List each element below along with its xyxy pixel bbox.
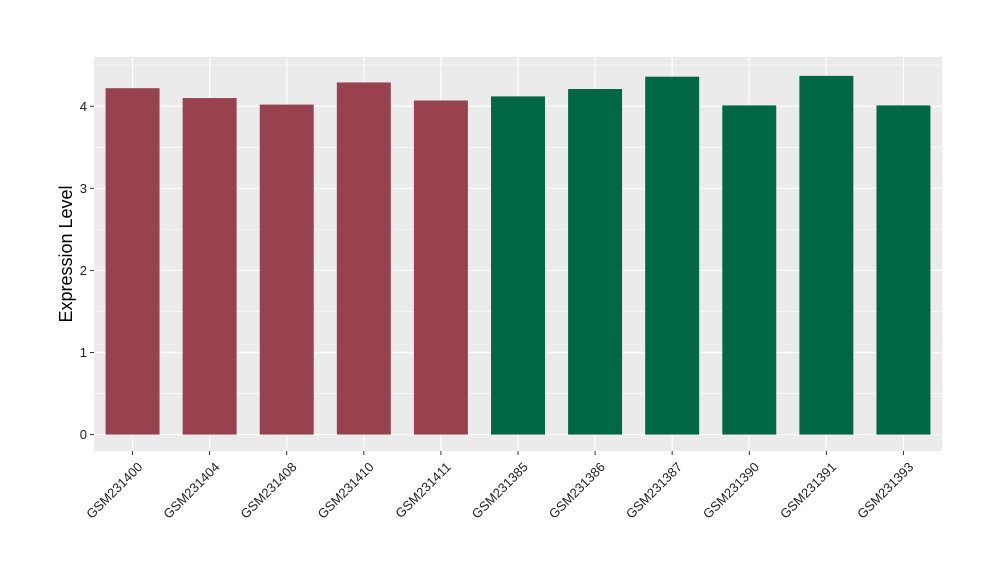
bar — [413, 100, 468, 435]
x-tick-label: GSM231404 — [160, 459, 222, 521]
bar — [722, 105, 777, 435]
x-axis: GSM231400 GSM231404 GSM231408 GSM231410 GSM2… — [83, 451, 916, 522]
y-tick-label: 2 — [80, 263, 87, 278]
bar — [645, 76, 700, 435]
bars — [105, 75, 931, 435]
y-tick-label: 1 — [80, 345, 87, 360]
x-tick-label: GSM231385 — [469, 459, 531, 521]
y-tick-label: 3 — [80, 181, 87, 196]
x-tick-label: GSM231400 — [83, 459, 145, 521]
x-tick-label: GSM231387 — [623, 459, 685, 521]
x-tick-label: GSM231410 — [314, 459, 376, 521]
x-tick-label: GSM231411 — [392, 459, 454, 521]
bar — [105, 88, 160, 435]
bar — [799, 75, 854, 435]
x-tick-label: GSM231391 — [777, 459, 839, 521]
bar — [259, 104, 314, 435]
x-tick-label: GSM231408 — [237, 459, 299, 521]
y-axis: 0 1 2 3 4 — [80, 99, 94, 442]
bar — [182, 98, 237, 435]
y-tick-label: 4 — [80, 99, 87, 114]
bar — [491, 96, 545, 435]
bar — [336, 82, 391, 435]
bar — [568, 89, 623, 435]
y-axis-title: Expression Level — [56, 185, 76, 322]
x-tick-label: GSM231393 — [854, 459, 916, 521]
bar — [876, 105, 931, 435]
x-tick-label: GSM231390 — [700, 459, 762, 521]
y-tick-label: 0 — [80, 427, 87, 442]
x-tick-label: GSM231386 — [546, 459, 608, 521]
